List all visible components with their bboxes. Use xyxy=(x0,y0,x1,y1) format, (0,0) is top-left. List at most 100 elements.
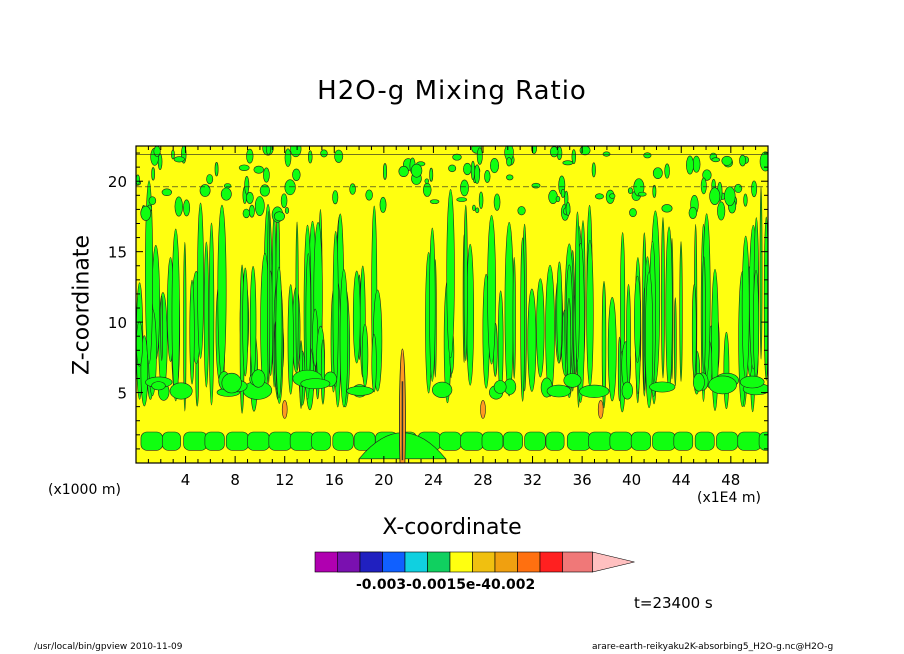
upper-blotch xyxy=(244,176,250,195)
mid-level-patch xyxy=(431,381,453,398)
moisture-streak xyxy=(463,204,468,362)
moisture-streak xyxy=(320,339,325,405)
upper-blotch xyxy=(506,174,514,181)
upper-blotch xyxy=(242,208,250,219)
mid-level-patch xyxy=(739,375,765,389)
low-level-patch xyxy=(204,431,225,451)
moisture-streak xyxy=(752,270,760,379)
low-level-patch xyxy=(694,431,715,451)
upper-blotch xyxy=(206,174,214,185)
moisture-streak xyxy=(723,331,730,410)
upper-blotch xyxy=(476,147,483,165)
moisture-streak xyxy=(487,214,496,365)
moisture-streak xyxy=(208,222,215,406)
upper-blotch xyxy=(493,193,501,211)
low-level-patch xyxy=(566,431,591,451)
upper-blotch xyxy=(308,150,313,164)
upper-blotch xyxy=(721,155,733,166)
upper-blotch xyxy=(136,174,140,186)
moisture-streak xyxy=(702,256,706,373)
colorbar-swatch xyxy=(427,551,451,573)
upper-blotch xyxy=(717,201,726,221)
upper-blotch xyxy=(475,207,480,214)
upper-blotch xyxy=(383,163,387,180)
mid-level-patch xyxy=(251,369,266,388)
upper-blotch xyxy=(265,146,272,156)
low-level-patch xyxy=(737,431,762,451)
upper-blotch xyxy=(490,158,500,174)
moisture-streak xyxy=(536,278,545,378)
upper-blotch xyxy=(153,146,161,157)
mid-level-patch xyxy=(151,381,166,391)
mid-level-patch xyxy=(169,382,193,400)
mid-level-patch xyxy=(563,373,582,388)
upper-blotch xyxy=(365,189,373,201)
x-tick-label: 4 xyxy=(181,471,191,489)
moisture-streak xyxy=(136,321,143,367)
upper-blotch xyxy=(484,169,491,183)
upper-blotch xyxy=(220,187,232,201)
colorbar-swatch xyxy=(337,551,361,573)
low-level-patch xyxy=(268,431,293,451)
upper-blotch xyxy=(470,160,476,181)
low-level-patch xyxy=(183,431,208,451)
y-tick-label: 15 xyxy=(108,244,127,262)
x-tick-label: 20 xyxy=(374,471,393,489)
upper-blotch xyxy=(199,184,211,197)
moisture-streak xyxy=(763,216,768,381)
upper-blotch xyxy=(711,157,721,163)
low-level-patch xyxy=(588,431,613,451)
orange-spot xyxy=(281,400,288,419)
orange-spot xyxy=(480,400,486,419)
moisture-streak xyxy=(249,266,257,379)
upper-blotch xyxy=(349,183,356,195)
low-level-patch xyxy=(652,431,676,451)
moisture-streak xyxy=(545,264,555,397)
x-tick-label: 8 xyxy=(230,471,240,489)
x-unit-right: (x1E4 m) xyxy=(697,490,761,506)
upper-blotch xyxy=(555,195,561,203)
moisture-streak xyxy=(295,221,299,370)
upper-blotch xyxy=(161,188,173,197)
y-tick-label: 20 xyxy=(108,173,127,191)
upper-blotch xyxy=(320,149,328,158)
moisture-streak xyxy=(673,297,677,387)
moisture-streak xyxy=(634,275,641,363)
moisture-streak xyxy=(586,239,594,388)
upper-blotch xyxy=(173,156,185,163)
upper-blotch xyxy=(151,167,155,181)
mid-level-patch xyxy=(579,384,610,398)
moisture-streak xyxy=(171,228,180,402)
upper-blotch xyxy=(284,207,290,214)
upper-blotch xyxy=(734,183,743,193)
upper-blotch xyxy=(456,197,468,202)
colorbar-swatch xyxy=(494,551,518,573)
upper-blotch xyxy=(602,151,611,157)
upper-blotch xyxy=(253,165,264,174)
low-level-patch xyxy=(225,431,249,451)
upper-blotch xyxy=(517,206,526,216)
low-level-patch xyxy=(140,431,163,451)
moisture-streak xyxy=(339,269,349,408)
moisture-streak xyxy=(352,270,361,364)
upper-blotch xyxy=(724,186,736,207)
upper-blotch xyxy=(506,157,512,167)
x-tick-label: 44 xyxy=(672,471,691,489)
upper-blotch xyxy=(637,191,647,197)
moisture-streak xyxy=(275,266,283,399)
colorbar-swatch xyxy=(449,551,473,573)
low-level-patch xyxy=(524,431,546,451)
footer-left: /usr/local/bin/gpview 2010-11-09 xyxy=(34,642,183,652)
upper-blotch xyxy=(643,152,652,159)
colorbar xyxy=(314,551,635,573)
colorbar-arrow xyxy=(592,551,635,573)
low-level-patch xyxy=(247,431,270,451)
moisture-streak xyxy=(371,334,377,393)
moisture-streak xyxy=(203,241,209,388)
upper-blotch xyxy=(460,179,469,197)
colorbar-swatch xyxy=(539,551,563,573)
moisture-streak xyxy=(466,243,474,386)
moisture-streak xyxy=(361,323,369,387)
mid-level-patch xyxy=(649,381,676,393)
